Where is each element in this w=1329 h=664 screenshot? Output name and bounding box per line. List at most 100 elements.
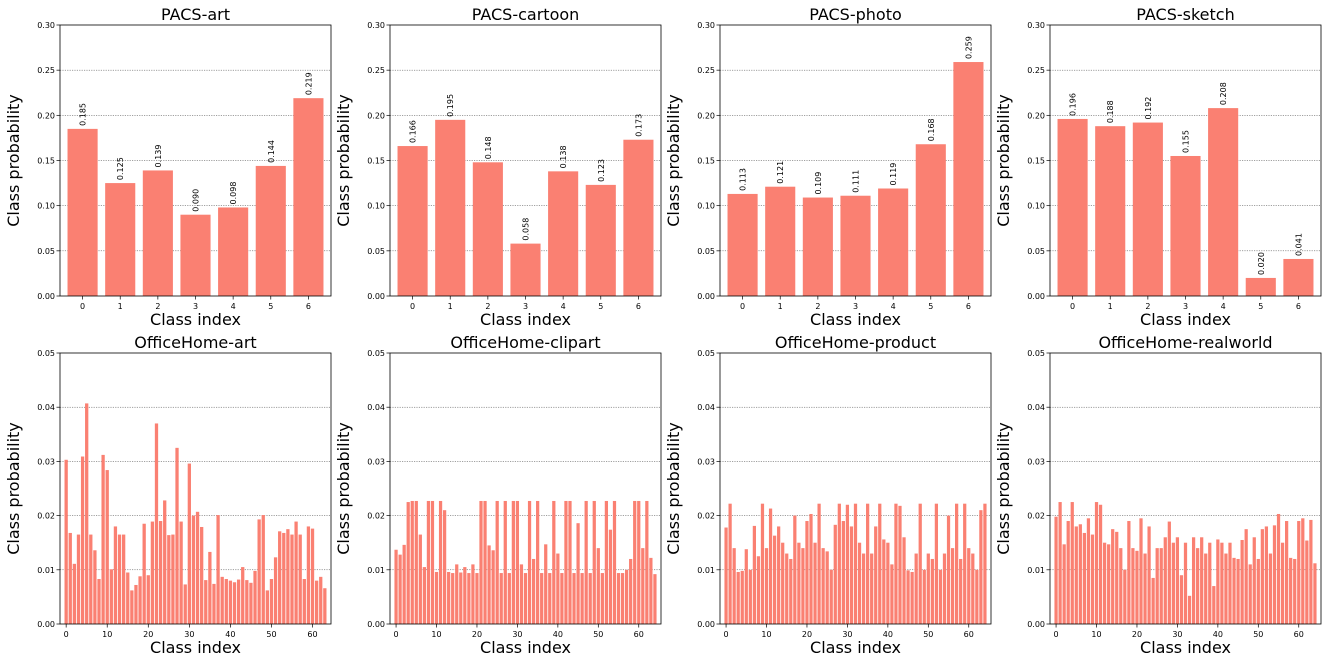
bar xyxy=(829,569,833,624)
bar xyxy=(1297,521,1301,624)
bar xyxy=(1220,542,1224,624)
bar xyxy=(1094,502,1099,624)
bar xyxy=(870,553,874,624)
bar xyxy=(585,184,616,296)
x-tick-label: 3 xyxy=(523,302,528,311)
bar xyxy=(1252,537,1256,624)
bar xyxy=(833,524,837,624)
bar xyxy=(938,569,943,624)
plot-frame xyxy=(719,352,992,625)
chart-panel-2: 0.00 0.05 0.10 0.15 0.20 0.25 0.30 0.113 0.121 0.… xyxy=(664,5,992,329)
x-tick-label: 60 xyxy=(1294,630,1304,639)
bar xyxy=(744,549,748,624)
y-tick-label: 0.30 xyxy=(1027,21,1045,30)
bar xyxy=(584,500,588,624)
bar xyxy=(645,500,649,624)
bar xyxy=(1131,548,1135,624)
y-axis-label: Class probability xyxy=(994,94,1013,227)
bar xyxy=(878,188,909,296)
bar xyxy=(471,564,475,624)
bar xyxy=(840,195,871,296)
bar xyxy=(572,573,576,624)
y-axis-label: Class probability xyxy=(664,422,683,555)
bar xyxy=(117,534,122,624)
x-tick-label: 50 xyxy=(266,630,276,639)
y-axis-label: Class probability xyxy=(4,422,23,555)
bar xyxy=(491,550,495,624)
bar xyxy=(282,532,286,624)
y-tick-label: 0.03 xyxy=(37,457,55,466)
x-tick-label: 20 xyxy=(1132,630,1142,639)
bar xyxy=(894,503,898,624)
bar xyxy=(612,500,617,624)
bar xyxy=(777,526,781,624)
bar xyxy=(298,534,302,624)
x-tick-label: 0 xyxy=(394,630,399,639)
bar xyxy=(752,525,756,624)
y-tick-label: 0.00 xyxy=(367,620,385,629)
bar xyxy=(1216,539,1220,624)
y-tick-label: 0.10 xyxy=(697,202,715,211)
bar xyxy=(882,539,886,624)
chart-title: PACS-art xyxy=(161,5,230,24)
y-tick-label: 0.30 xyxy=(37,21,55,30)
bar xyxy=(224,579,228,624)
x-tick-label: 0 xyxy=(80,302,85,311)
y-tick-label: 0.05 xyxy=(697,247,715,256)
x-axis-label: Class index xyxy=(480,310,571,329)
bar xyxy=(220,576,224,624)
bar xyxy=(1170,155,1201,296)
data-label: 0.041 xyxy=(1294,233,1303,256)
bar xyxy=(841,521,845,624)
bar xyxy=(1313,563,1317,624)
x-tick-label: 2 xyxy=(1145,302,1150,311)
bar xyxy=(955,503,959,624)
bar xyxy=(187,463,191,624)
bar xyxy=(942,553,947,624)
bar xyxy=(1256,558,1260,624)
x-axis-label: Class index xyxy=(1140,310,1231,329)
x-tick-label: 60 xyxy=(964,630,974,639)
bar xyxy=(845,504,850,624)
x-tick-label: 0 xyxy=(410,302,415,311)
bar xyxy=(150,521,155,624)
y-tick-label: 0.20 xyxy=(37,111,55,120)
bar xyxy=(967,548,971,624)
bar xyxy=(552,500,556,624)
bar xyxy=(293,98,324,296)
bar xyxy=(398,554,402,624)
bar xyxy=(208,551,212,624)
bar xyxy=(866,503,870,624)
data-label: 0.138 xyxy=(559,145,568,168)
x-tick-label: 6 xyxy=(636,302,641,311)
x-axis-label: Class index xyxy=(150,638,241,657)
bar xyxy=(212,583,216,624)
y-axis-label: Class probability xyxy=(4,94,23,227)
bar xyxy=(1260,529,1264,624)
data-label: 0.144 xyxy=(267,140,276,163)
bar xyxy=(736,571,740,624)
chart-title: OfficeHome-product xyxy=(775,333,936,352)
bar xyxy=(1175,537,1180,624)
bar xyxy=(1285,521,1289,624)
data-label: 0.121 xyxy=(776,161,785,184)
bar xyxy=(1062,544,1066,624)
bar xyxy=(255,165,286,296)
bar xyxy=(97,579,101,624)
x-tick-label: 20 xyxy=(143,630,153,639)
x-tick-label: 30 xyxy=(842,630,852,639)
bar xyxy=(950,548,955,624)
bar xyxy=(495,500,499,624)
data-label: 0.168 xyxy=(927,118,936,141)
bar xyxy=(531,558,536,624)
y-tick-label: 0.10 xyxy=(1027,202,1045,211)
x-tick-label: 10 xyxy=(102,630,112,639)
chart-panel-3: 0.00 0.05 0.10 0.15 0.20 0.25 0.30 0.196 0.188 0.… xyxy=(994,5,1322,329)
bar xyxy=(1086,518,1091,624)
bar xyxy=(637,500,641,624)
bar xyxy=(397,146,428,296)
bar xyxy=(548,171,579,296)
bar xyxy=(76,534,81,624)
y-tick-label: 0.03 xyxy=(1027,457,1045,466)
x-axis-label: Class index xyxy=(150,310,241,329)
